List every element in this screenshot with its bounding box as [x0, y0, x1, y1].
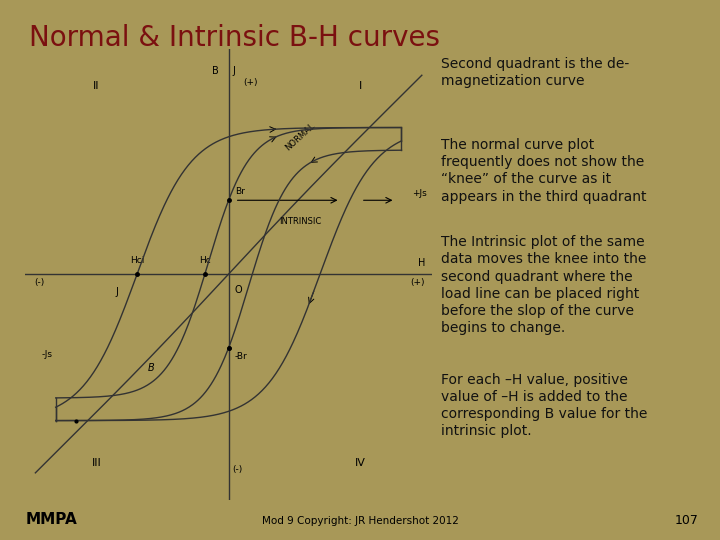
Text: Hc: Hc — [199, 256, 211, 265]
Text: Normal & Intrinsic B-H curves: Normal & Intrinsic B-H curves — [29, 24, 440, 52]
Text: O: O — [235, 285, 243, 295]
Text: MMPA: MMPA — [25, 511, 77, 526]
Text: Second quadrant is the de-
magnetization curve: Second quadrant is the de- magnetization… — [441, 57, 629, 88]
Text: I: I — [359, 81, 362, 91]
Text: Hci: Hci — [130, 256, 144, 265]
Text: (-): (-) — [233, 465, 243, 475]
Text: J: J — [233, 66, 235, 76]
Text: H: H — [418, 258, 426, 268]
Text: Mod 9 Copyright: JR Hendershot 2012: Mod 9 Copyright: JR Hendershot 2012 — [261, 516, 459, 526]
Text: IV: IV — [356, 458, 366, 468]
Text: (+): (+) — [243, 78, 257, 87]
Text: II: II — [93, 81, 99, 91]
Text: INTRINSIC: INTRINSIC — [279, 218, 321, 226]
Text: III: III — [91, 458, 102, 468]
Text: (-): (-) — [35, 278, 45, 287]
Text: -Js: -Js — [42, 350, 53, 360]
Text: J: J — [115, 287, 118, 297]
Text: For each –H value, positive
value of –H is added to the
corresponding B value fo: For each –H value, positive value of –H … — [441, 373, 647, 438]
Text: +Js: +Js — [412, 188, 426, 198]
Text: The normal curve plot
frequently does not show the
“knee” of the curve as it
app: The normal curve plot frequently does no… — [441, 138, 646, 204]
Text: NORMAL: NORMAL — [283, 121, 316, 152]
Text: The Intrinsic plot of the same
data moves the knee into the
second quadrant wher: The Intrinsic plot of the same data move… — [441, 235, 646, 335]
Text: B: B — [212, 66, 218, 76]
Text: B: B — [148, 363, 155, 373]
Text: Br: Br — [235, 187, 245, 196]
Text: -Br: -Br — [235, 352, 248, 361]
Text: (+): (+) — [410, 278, 425, 287]
Text: 107: 107 — [675, 514, 698, 526]
